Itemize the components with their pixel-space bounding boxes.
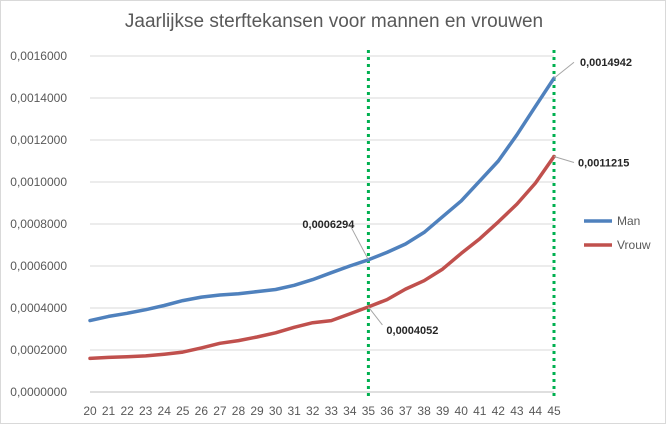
x-tick-label: 25: [176, 404, 190, 418]
x-tick-label: 21: [102, 404, 116, 418]
x-tick-label: 24: [158, 404, 172, 418]
legend-label-vrouw: Vrouw: [617, 238, 651, 252]
x-tick-label: 27: [213, 404, 227, 418]
x-tick-label: 32: [306, 404, 320, 418]
x-tick-label: 26: [195, 404, 209, 418]
y-tick-label: 0,0000000: [10, 385, 67, 399]
x-tick-label: 29: [250, 404, 264, 418]
x-tick-label: 41: [473, 404, 487, 418]
x-tick-label: 20: [83, 404, 97, 418]
y-tick-label: 0,0004000: [10, 301, 67, 315]
x-tick-label: 34: [343, 404, 357, 418]
x-tick-label: 44: [529, 404, 543, 418]
x-tick-label: 35: [362, 404, 376, 418]
annotation-leader: [349, 225, 369, 261]
annotation-label: 0,0004052: [386, 325, 438, 337]
annotation-leader: [553, 61, 575, 79]
x-tick-label: 42: [492, 404, 506, 418]
annotation-label: 0,0014942: [580, 57, 632, 69]
x-tick-label: 33: [325, 404, 339, 418]
y-tick-label: 0,0014000: [10, 91, 67, 105]
x-tick-label: 22: [120, 404, 134, 418]
x-tick-label: 45: [547, 404, 561, 418]
x-tick-label: 39: [436, 404, 450, 418]
y-tick-label: 0,0006000: [10, 259, 67, 273]
x-tick-label: 36: [380, 404, 394, 418]
y-tick-label: 0,0008000: [10, 217, 67, 231]
y-tick-label: 0,0002000: [10, 343, 67, 357]
x-tick-label: 23: [139, 404, 153, 418]
y-tick-label: 0,0016000: [10, 49, 67, 63]
x-tick-label: 40: [455, 404, 469, 418]
x-tick-label: 31: [287, 404, 301, 418]
chart-title: Jaarlijkse sterftekansen voor mannen en …: [124, 11, 544, 32]
y-tick-label: 0,0010000: [10, 175, 67, 189]
annotation-leader: [368, 306, 383, 326]
x-tick-label: 38: [417, 404, 431, 418]
y-tick-label: 0,0012000: [10, 133, 67, 147]
x-tick-label: 43: [510, 404, 524, 418]
x-tick-label: 37: [399, 404, 413, 418]
annotation-label: 0,0011215: [578, 157, 629, 169]
annotation-leader: [553, 156, 575, 163]
annotation-label: 0,0006294: [302, 219, 355, 231]
x-tick-label: 30: [269, 404, 283, 418]
legend-label-man: Man: [617, 214, 640, 228]
series-line-vrouw: [88, 154, 556, 361]
series-line-man: [88, 76, 556, 323]
x-tick-label: 28: [232, 404, 246, 418]
